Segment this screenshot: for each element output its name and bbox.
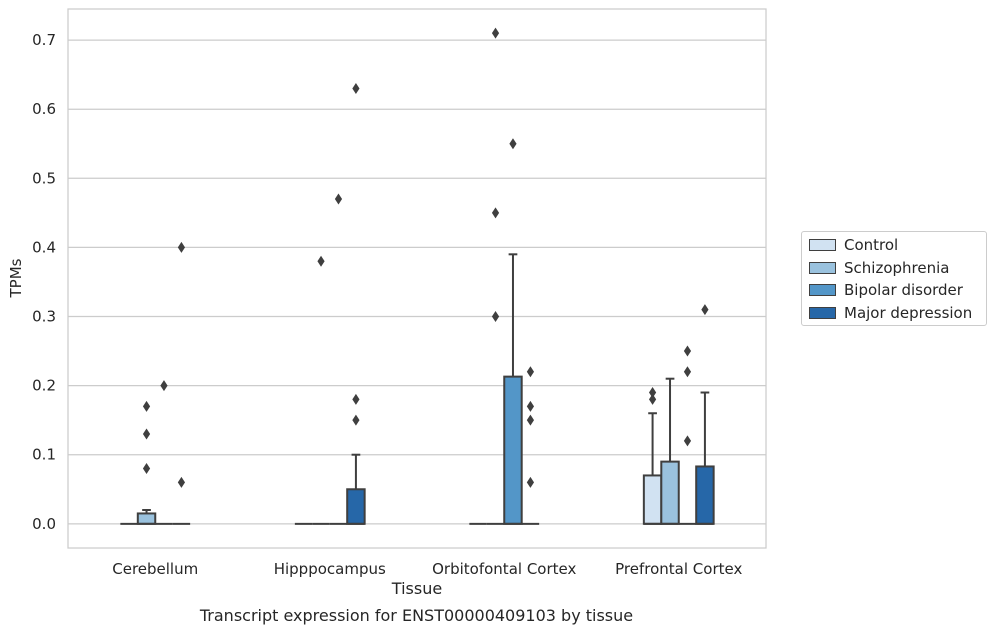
- outlier-point: [334, 193, 343, 205]
- outlier-point: [683, 435, 692, 447]
- legend-label: Schizophrenia: [844, 258, 950, 277]
- box: [346, 488, 366, 525]
- y-tick-label: 0.3: [32, 308, 56, 326]
- y-tick-label: 0.4: [32, 238, 56, 256]
- outlier-point: [526, 400, 535, 412]
- x-tick-label: Hipppocampus: [274, 560, 386, 578]
- chart-caption: Transcript expression for ENST0000040910…: [199, 606, 634, 625]
- y-tick-labels: 0.0 0.1 0.2 0.3 0.4 0.5 0.6 0.7: [32, 31, 56, 533]
- outlier-point: [352, 393, 360, 405]
- outlier-point: [683, 366, 692, 378]
- legend-item: Bipolar disorder: [809, 281, 963, 299]
- outlier-point: [648, 387, 657, 399]
- box: [503, 375, 523, 525]
- outlier-point: [160, 380, 168, 392]
- y-axis-label: TPMs: [7, 258, 25, 298]
- legend-swatch: [809, 239, 836, 251]
- box: [136, 512, 157, 525]
- y-tick-label: 0.1: [32, 446, 56, 464]
- legend: Control Schizophrenia Bipolar disorder Majo…: [801, 231, 987, 326]
- boxplots: [120, 253, 715, 525]
- outlier-point: [177, 476, 186, 488]
- box: [660, 460, 680, 525]
- outlier-point: [142, 428, 151, 440]
- box: [695, 465, 715, 525]
- x-axis-label: Tissue: [391, 579, 442, 598]
- outlier-point: [142, 463, 151, 475]
- outlier-point: [701, 304, 709, 316]
- legend-swatch: [809, 261, 836, 274]
- outlier-point: [491, 27, 500, 39]
- x-tick-label: Prefrontal Cortex: [615, 560, 742, 578]
- outlier-point: [526, 476, 535, 488]
- outlier-points: [142, 27, 709, 488]
- legend-item: Schizophrenia: [809, 259, 949, 277]
- y-tick-label: 0.5: [32, 169, 56, 187]
- outlier-point: [352, 414, 360, 426]
- legend-item: Major depression: [809, 304, 972, 322]
- plot-frame: [67, 8, 767, 549]
- y-tick-label: 0.0: [32, 515, 56, 533]
- outlier-point: [683, 345, 692, 357]
- gridlines: [68, 39, 766, 525]
- y-tick-label: 0.2: [32, 377, 56, 395]
- legend-label: Major depression: [844, 303, 973, 322]
- outlier-point: [317, 255, 325, 267]
- legend-item: Control: [809, 236, 898, 254]
- legend-swatch: [809, 306, 836, 319]
- x-tick-labels: Cerebellum Hipppocampus Orbitofontal Corte…: [112, 560, 742, 578]
- y-tick-label: 0.6: [32, 100, 56, 118]
- legend-swatch: [809, 284, 836, 296]
- outlier-point: [526, 366, 535, 378]
- legend-label: Bipolar disorder: [844, 281, 963, 299]
- outlier-point: [177, 241, 186, 253]
- legend-label: Control: [844, 236, 899, 254]
- x-tick-label: Cerebellum: [112, 560, 198, 578]
- outlier-point: [509, 138, 517, 150]
- outlier-point: [526, 414, 535, 426]
- outlier-point: [648, 393, 657, 405]
- outlier-point: [352, 82, 360, 94]
- x-tick-label: Orbitofontal Cortex: [432, 560, 576, 578]
- outlier-point: [142, 400, 151, 412]
- outlier-point: [491, 311, 500, 323]
- outlier-point: [491, 207, 500, 219]
- box: [642, 474, 663, 525]
- y-tick-label: 0.7: [32, 31, 56, 49]
